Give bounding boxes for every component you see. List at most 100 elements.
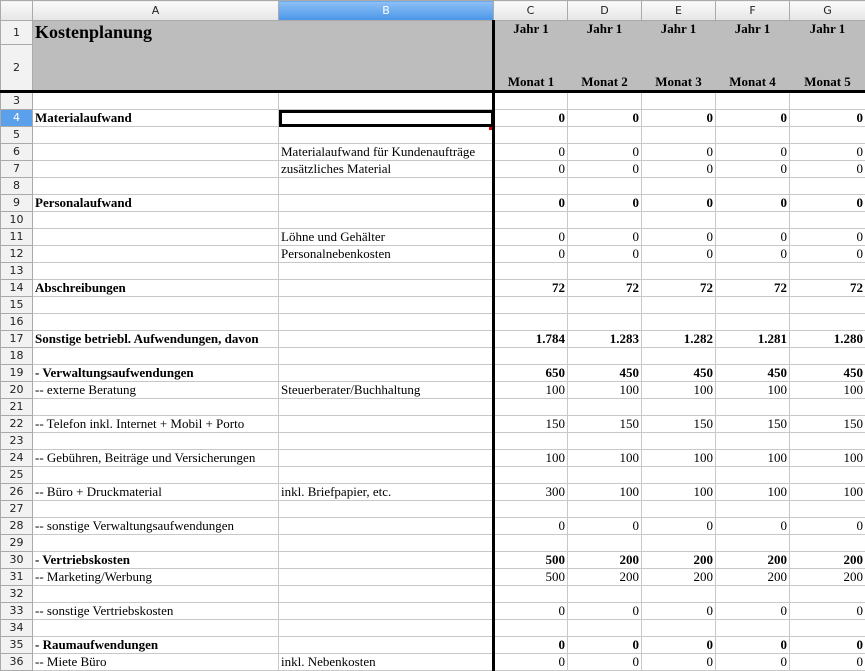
cell-c16[interactable] bbox=[494, 314, 568, 331]
row-header-21[interactable]: 21 bbox=[1, 399, 33, 416]
cell-e33[interactable]: 0 bbox=[642, 603, 716, 620]
cell-g26[interactable]: 100 bbox=[790, 484, 865, 501]
cell-b31[interactable] bbox=[279, 569, 494, 586]
cell-e12[interactable]: 0 bbox=[642, 246, 716, 263]
cell-e6[interactable]: 0 bbox=[642, 144, 716, 161]
cell-a28[interactable]: -- sonstige Verwaltungsaufwendungen bbox=[33, 518, 279, 535]
cell-e34[interactable] bbox=[642, 620, 716, 637]
cell-d19[interactable]: 450 bbox=[568, 365, 642, 382]
column-header-c[interactable]: C bbox=[494, 1, 568, 21]
cell-g33[interactable]: 0 bbox=[790, 603, 865, 620]
cell-a20[interactable]: -- externe Beratung bbox=[33, 382, 279, 399]
cell-c23[interactable] bbox=[494, 433, 568, 450]
cell-f14[interactable]: 72 bbox=[716, 280, 790, 297]
cell-g14[interactable]: 72 bbox=[790, 280, 865, 297]
cell-a3[interactable] bbox=[33, 92, 279, 110]
row-header-25[interactable]: 25 bbox=[1, 467, 33, 484]
row-header-33[interactable]: 33 bbox=[1, 603, 33, 620]
cell-g32[interactable] bbox=[790, 586, 865, 603]
month-d[interactable]: Monat 2 bbox=[568, 45, 642, 92]
cell-d6[interactable]: 0 bbox=[568, 144, 642, 161]
cell-g6[interactable]: 0 bbox=[790, 144, 865, 161]
cell-f23[interactable] bbox=[716, 433, 790, 450]
cell-c9[interactable]: 0 bbox=[494, 195, 568, 212]
cell-c17[interactable]: 1.784 bbox=[494, 331, 568, 348]
cell-f6[interactable]: 0 bbox=[716, 144, 790, 161]
row-header-16[interactable]: 16 bbox=[1, 314, 33, 331]
cell-a21[interactable] bbox=[33, 399, 279, 416]
cell-e25[interactable] bbox=[642, 467, 716, 484]
cell-e13[interactable] bbox=[642, 263, 716, 280]
cell-a36[interactable]: -- Miete Büro bbox=[33, 654, 279, 671]
row-header-11[interactable]: 11 bbox=[1, 229, 33, 246]
cell-f26[interactable]: 100 bbox=[716, 484, 790, 501]
cell-c34[interactable] bbox=[494, 620, 568, 637]
cell-c20[interactable]: 100 bbox=[494, 382, 568, 399]
cell-b32[interactable] bbox=[279, 586, 494, 603]
cell-f32[interactable] bbox=[716, 586, 790, 603]
cell-g34[interactable] bbox=[790, 620, 865, 637]
row-header-20[interactable]: 20 bbox=[1, 382, 33, 399]
cell-c15[interactable] bbox=[494, 297, 568, 314]
cell-g13[interactable] bbox=[790, 263, 865, 280]
row-header-13[interactable]: 13 bbox=[1, 263, 33, 280]
row-header-7[interactable]: 7 bbox=[1, 161, 33, 178]
row-header-17[interactable]: 17 bbox=[1, 331, 33, 348]
cell-c22[interactable]: 150 bbox=[494, 416, 568, 433]
row-header-6[interactable]: 6 bbox=[1, 144, 33, 161]
cell-a33[interactable]: -- sonstige Vertriebskosten bbox=[33, 603, 279, 620]
cell-g8[interactable] bbox=[790, 178, 865, 195]
cell-f11[interactable]: 0 bbox=[716, 229, 790, 246]
cell-f34[interactable] bbox=[716, 620, 790, 637]
cell-f25[interactable] bbox=[716, 467, 790, 484]
column-header-b[interactable]: B bbox=[279, 1, 494, 21]
year-d[interactable]: Jahr 1 bbox=[568, 21, 642, 45]
cell-g5[interactable] bbox=[790, 127, 865, 144]
cell-d25[interactable] bbox=[568, 467, 642, 484]
year-f[interactable]: Jahr 1 bbox=[716, 21, 790, 45]
cell-d20[interactable]: 100 bbox=[568, 382, 642, 399]
cell-g28[interactable]: 0 bbox=[790, 518, 865, 535]
cell-a12[interactable] bbox=[33, 246, 279, 263]
cell-c8[interactable] bbox=[494, 178, 568, 195]
cell-b35[interactable] bbox=[279, 637, 494, 654]
cell-e24[interactable]: 100 bbox=[642, 450, 716, 467]
column-header-g[interactable]: G bbox=[790, 1, 865, 21]
cell-f3[interactable] bbox=[716, 92, 790, 110]
cell-f20[interactable]: 100 bbox=[716, 382, 790, 399]
cell-d26[interactable]: 100 bbox=[568, 484, 642, 501]
cell-b12[interactable]: Personalnebenkosten bbox=[279, 246, 494, 263]
cell-a27[interactable] bbox=[33, 501, 279, 518]
cell-b16[interactable] bbox=[279, 314, 494, 331]
cell-e5[interactable] bbox=[642, 127, 716, 144]
cell-f7[interactable]: 0 bbox=[716, 161, 790, 178]
cell-b19[interactable] bbox=[279, 365, 494, 382]
cell-b5[interactable] bbox=[279, 127, 494, 144]
cell-c18[interactable] bbox=[494, 348, 568, 365]
cell-g30[interactable]: 200 bbox=[790, 552, 865, 569]
cell-a6[interactable] bbox=[33, 144, 279, 161]
cell-d14[interactable]: 72 bbox=[568, 280, 642, 297]
year-c[interactable]: Jahr 1 bbox=[494, 21, 568, 45]
row-header-8[interactable]: 8 bbox=[1, 178, 33, 195]
cell-f28[interactable]: 0 bbox=[716, 518, 790, 535]
cell-c31[interactable]: 500 bbox=[494, 569, 568, 586]
cell-d22[interactable]: 150 bbox=[568, 416, 642, 433]
cell-d7[interactable]: 0 bbox=[568, 161, 642, 178]
row-header-32[interactable]: 32 bbox=[1, 586, 33, 603]
cell-f29[interactable] bbox=[716, 535, 790, 552]
cell-e7[interactable]: 0 bbox=[642, 161, 716, 178]
cell-g27[interactable] bbox=[790, 501, 865, 518]
cell-a5[interactable] bbox=[33, 127, 279, 144]
cell-e19[interactable]: 450 bbox=[642, 365, 716, 382]
cell-d23[interactable] bbox=[568, 433, 642, 450]
cell-b15[interactable] bbox=[279, 297, 494, 314]
cell-e14[interactable]: 72 bbox=[642, 280, 716, 297]
month-c[interactable]: Monat 1 bbox=[494, 45, 568, 92]
cell-a7[interactable] bbox=[33, 161, 279, 178]
cell-f15[interactable] bbox=[716, 297, 790, 314]
month-f[interactable]: Monat 4 bbox=[716, 45, 790, 92]
month-e[interactable]: Monat 3 bbox=[642, 45, 716, 92]
cell-e21[interactable] bbox=[642, 399, 716, 416]
